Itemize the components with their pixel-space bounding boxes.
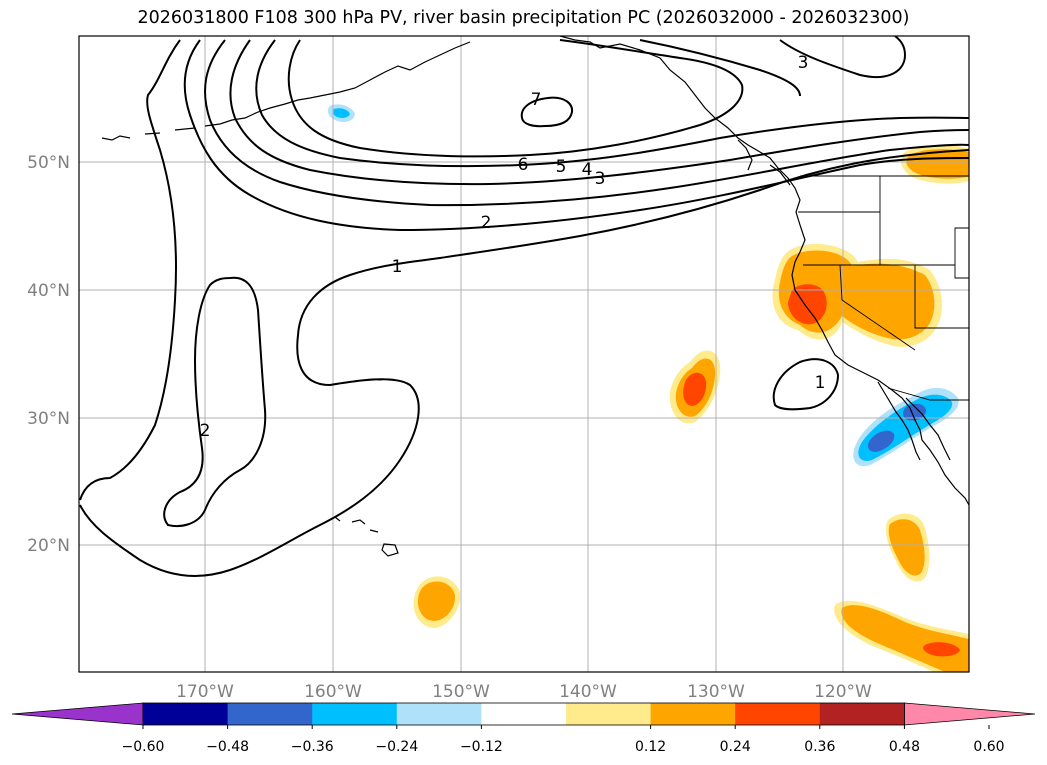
lon-label-160w: 160°W xyxy=(304,682,362,702)
map-title: 2026031800 F108 300 hPa PV, river basin … xyxy=(137,8,910,28)
lon-label-120w: 120°W xyxy=(814,682,872,702)
colorbar-tick-label: −0.48 xyxy=(206,739,249,755)
contour-label-2-west: 2 xyxy=(200,421,211,441)
colorbar-segment xyxy=(566,703,652,725)
pv-contours xyxy=(79,36,969,577)
lon-label-140w: 140°W xyxy=(559,682,617,702)
colorbar: −0.60 −0.48 −0.36 −0.24 −0.12 0.12 0.24 0.36 0.4… xyxy=(11,702,1036,755)
lat-label-20n: 20°N xyxy=(27,536,70,556)
colorbar-tick-label: 0.36 xyxy=(804,739,835,755)
colorbar-tick-label: −0.24 xyxy=(375,739,418,755)
colorbar-tick-label: 0.48 xyxy=(889,739,920,755)
colorbar-segments xyxy=(11,702,1036,726)
precip-positive-areas xyxy=(413,144,969,672)
longitude-labels: 170°W 160°W 150°W 140°W 130°W 120°W xyxy=(176,682,872,702)
graticule xyxy=(79,36,969,672)
colorbar-segment xyxy=(312,703,398,725)
political-borders xyxy=(798,175,969,401)
contour-label-1-east: 1 xyxy=(815,373,826,393)
colorbar-tick-label: −0.12 xyxy=(460,739,503,755)
lon-label-170w: 170°W xyxy=(176,682,234,702)
contour-label-7: 7 xyxy=(531,90,542,110)
colorbar-ticks: −0.60 −0.48 −0.36 −0.24 −0.12 0.12 0.24 0.36 0.4… xyxy=(122,725,1005,755)
pv-contour-labels: 1 2 3 4 5 6 7 3 2 1 xyxy=(200,53,826,441)
contour-label-4: 4 xyxy=(582,160,593,180)
lat-label-40n: 40°N xyxy=(27,281,70,301)
lon-label-130w: 130°W xyxy=(687,682,745,702)
lon-label-150w: 150°W xyxy=(432,682,490,702)
colorbar-tick-label: 0.24 xyxy=(720,739,751,755)
colorbar-frame xyxy=(142,702,905,726)
colorbar-segment xyxy=(227,703,313,725)
colorbar-segment xyxy=(481,703,567,725)
map-panel xyxy=(79,36,969,672)
colorbar-segment xyxy=(735,703,821,725)
colorbar-tick-label: 0.12 xyxy=(635,739,666,755)
contour-label-2: 2 xyxy=(481,213,492,233)
map-frame xyxy=(78,35,970,673)
colorbar-segment xyxy=(650,703,736,725)
contour-label-5: 5 xyxy=(556,157,567,177)
contour-label-3-north: 3 xyxy=(798,53,809,73)
contour-label-6: 6 xyxy=(518,155,529,175)
colorbar-segment xyxy=(819,703,905,725)
colorbar-segment xyxy=(396,703,482,725)
colorbar-tick-label: 0.60 xyxy=(973,739,1004,755)
lat-label-50n: 50°N xyxy=(27,153,70,173)
colorbar-tick-label: −0.36 xyxy=(291,739,334,755)
colorbar-tick-label: −0.60 xyxy=(122,739,165,755)
colorbar-segment xyxy=(143,703,229,725)
latitude-labels: 50°N 40°N 30°N 20°N xyxy=(27,153,70,556)
contour-label-3: 3 xyxy=(595,169,606,189)
colorbar-extend-low xyxy=(11,702,144,726)
contour-label-1: 1 xyxy=(392,257,403,277)
colorbar-extend-high xyxy=(904,702,1036,726)
lat-label-30n: 30°N xyxy=(27,409,70,429)
